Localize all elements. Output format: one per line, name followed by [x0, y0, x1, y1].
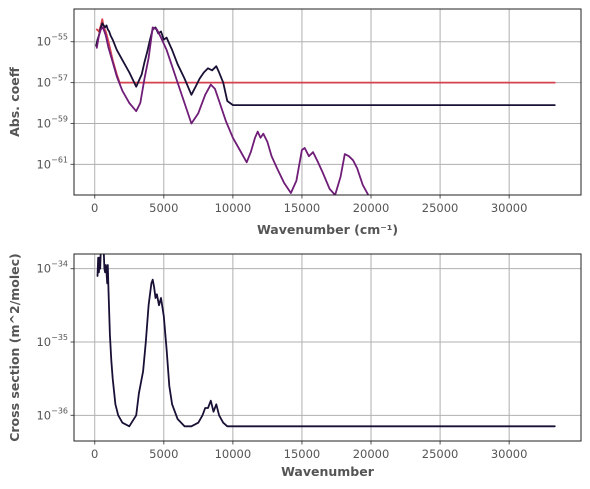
y-tick-label-exponent: −34 [51, 260, 68, 269]
x-axis-label: Wavenumber (cm⁻¹) [257, 222, 398, 237]
y-tick-label-exponent: −36 [51, 406, 68, 415]
abs-coeff-plot: 0 5000 10000 15000 20000 25000 3000010−5510−57… [7, 8, 582, 237]
x-tick-label: 15000 [284, 201, 321, 215]
axes-frame [73, 8, 582, 196]
x-tick-label: 25000 [422, 201, 459, 215]
cross-section-plot: 0 5000 10000 15000 20000 25000 3000010−3410−35… [7, 253, 582, 479]
x-tick-label: 20000 [353, 447, 390, 461]
series-group [96, 254, 556, 428]
x-tick-label: 5000 [149, 201, 178, 215]
series-line [95, 22, 556, 106]
series-group [95, 18, 556, 195]
y-tick-label-exponent: −35 [51, 333, 68, 342]
x-tick-label: 25000 [422, 447, 459, 461]
x-tick-label: 30000 [491, 447, 528, 461]
x-tick-label: 30000 [491, 201, 528, 215]
y-tick-label: 10−57 [36, 74, 68, 90]
y-tick-label-base: 10 [36, 35, 51, 49]
y-tick-label-base: 10 [36, 116, 51, 130]
y-tick-label-base: 10 [36, 157, 51, 171]
y-axis-label: Abs. coeff [7, 66, 22, 137]
y-tick-label: 10−59 [36, 114, 68, 130]
y-tick-label-base: 10 [36, 408, 51, 422]
y-tick-label-base: 10 [36, 262, 51, 276]
y-tick-label: 10−61 [36, 155, 68, 171]
x-tick-label: 0 [91, 447, 98, 461]
grid [74, 254, 581, 441]
y-tick-label: 10−55 [36, 33, 68, 49]
y-tick-label-base: 10 [36, 335, 51, 349]
y-tick-label-base: 10 [36, 76, 51, 90]
x-tick-label: 10000 [215, 201, 252, 215]
x-tick-label: 5000 [149, 447, 178, 461]
x-tick-label: 15000 [284, 447, 321, 461]
series-line [96, 254, 556, 428]
x-tick-label: 0 [91, 201, 98, 215]
x-tick-label: 10000 [215, 447, 252, 461]
y-tick-label-exponent: −59 [51, 114, 68, 123]
y-axis-label: Cross section (m^2/molec) [7, 253, 22, 442]
series-line [95, 26, 370, 195]
y-tick-label: 10−36 [36, 406, 68, 422]
series-line [95, 18, 556, 84]
y-tick-label-exponent: −57 [51, 74, 68, 83]
x-tick-label: 20000 [353, 201, 390, 215]
axes-frame [73, 253, 582, 442]
y-tick-label: 10−34 [36, 260, 68, 276]
y-tick-label-exponent: −55 [51, 33, 68, 42]
x-axis-label: Wavenumber [281, 464, 375, 479]
y-tick-label: 10−35 [36, 333, 68, 349]
y-tick-label-exponent: −61 [51, 155, 68, 164]
